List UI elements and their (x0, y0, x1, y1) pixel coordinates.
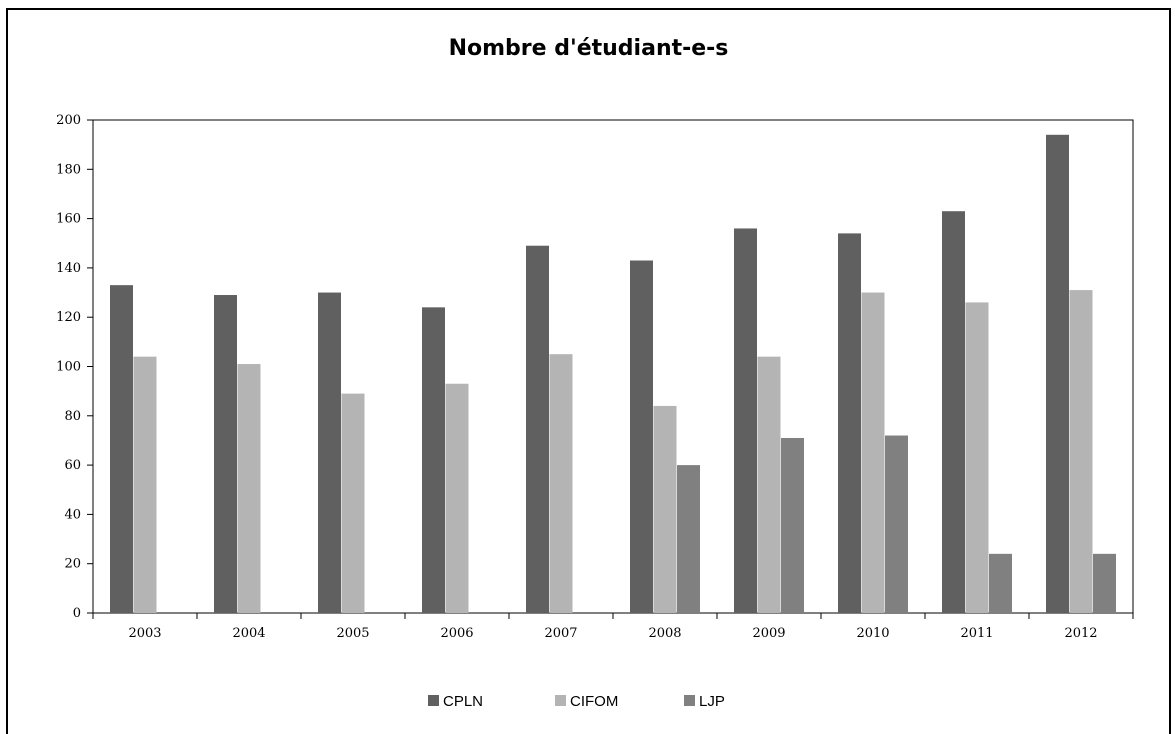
bar-cifom-2004 (237, 364, 261, 613)
y-tick-label: 20 (64, 557, 81, 572)
y-tick-label: 160 (56, 212, 81, 227)
bars-group (110, 134, 1116, 614)
chart-title: Nombre d'étudiant-e-s (448, 36, 729, 61)
y-tick-label: 200 (56, 113, 81, 128)
x-tick-label: 2010 (856, 626, 889, 641)
x-tick-label: 2004 (232, 626, 265, 641)
bar-ljp-2012 (1093, 553, 1116, 613)
bar-ljp-2011 (989, 553, 1012, 613)
legend-swatch-ljp (684, 695, 695, 706)
bar-cpln-2005 (318, 292, 341, 613)
bar-cpln-2010 (838, 233, 861, 613)
legend-label-ljp: LJP (699, 693, 725, 710)
bar-cpln-2003 (110, 285, 133, 613)
y-tick-label: 140 (56, 261, 81, 276)
y-tick-label: 100 (56, 360, 81, 375)
legend-label-cifom: CIFOM (570, 693, 618, 710)
x-tick-label: 2007 (544, 626, 577, 641)
x-tick-label: 2009 (752, 626, 785, 641)
bar-ljp-2008 (677, 465, 700, 613)
legend: CPLN CIFOM LJP (428, 693, 725, 710)
y-tick-label: 120 (56, 310, 81, 325)
bar-cpln-2011 (942, 211, 965, 613)
bar-cpln-2012 (1046, 134, 1069, 614)
x-tick-label: 2011 (960, 626, 993, 641)
bar-cifom-2007 (549, 354, 573, 613)
bar-cifom-2010 (861, 292, 885, 613)
bar-cifom-2011 (965, 302, 989, 613)
y-tick-label: 0 (73, 606, 81, 621)
x-tick-label: 2008 (648, 626, 681, 641)
bar-cifom-2008 (653, 405, 677, 613)
legend-swatch-cpln (428, 695, 439, 706)
x-tick-label: 2012 (1064, 626, 1097, 641)
y-tick-label: 180 (56, 162, 81, 177)
bar-cifom-2012 (1069, 290, 1093, 613)
bar-cpln-2006 (422, 307, 445, 613)
legend-label-cpln: CPLN (443, 693, 483, 710)
y-tick-label: 80 (64, 409, 81, 424)
bar-cifom-2003 (133, 356, 157, 613)
x-tick-label: 2006 (440, 626, 473, 641)
bar-cifom-2006 (445, 383, 469, 613)
bar-cpln-2004 (214, 295, 237, 613)
bar-cpln-2007 (526, 245, 549, 613)
bar-cifom-2009 (757, 356, 781, 613)
x-tick-label: 2003 (128, 626, 161, 641)
y-tick-label: 40 (64, 507, 81, 522)
x-tick-label: 2005 (336, 626, 369, 641)
legend-swatch-cifom (555, 695, 566, 706)
bar-cpln-2009 (734, 228, 757, 613)
bar-ljp-2009 (781, 437, 804, 613)
y-axis: 0 20 40 60 80 100 120 140 160 180 200 (56, 113, 93, 621)
bar-cifom-2005 (341, 393, 365, 613)
x-axis: 2003 2004 2005 2006 2007 2008 2009 2010 2011 2012 (92, 613, 1134, 641)
y-tick-label: 60 (64, 458, 81, 473)
bar-ljp-2010 (885, 435, 908, 613)
bar-cpln-2008 (630, 260, 653, 613)
